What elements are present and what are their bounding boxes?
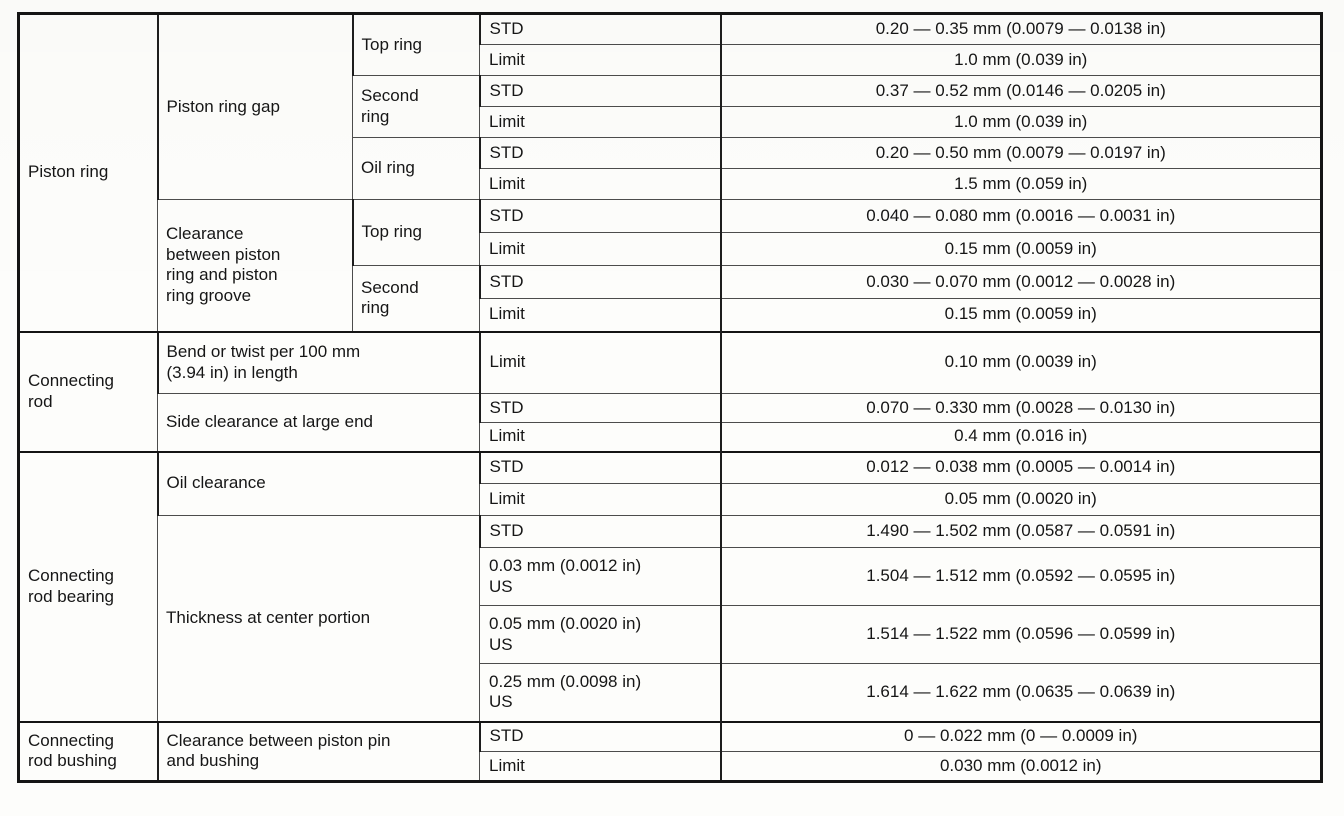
cell-item: Piston ring gap bbox=[156, 13, 353, 200]
cell-spec-value: 1.5 mm (0.059 in) bbox=[719, 168, 1322, 200]
cell-spec-type: STD bbox=[478, 720, 721, 752]
cell-item: Bend or twist per 100 mm (3.94 in) in le… bbox=[156, 330, 480, 394]
cell-spec-value: 1.614 — 1.622 mm (0.0635 — 0.0639 in) bbox=[719, 663, 1322, 722]
cell-spec-value: 0.20 — 0.35 mm (0.0079 — 0.0138 in) bbox=[719, 13, 1322, 45]
cell-spec-value: 0.15 mm (0.0059 in) bbox=[719, 298, 1322, 332]
cell-spec-type: Limit bbox=[479, 483, 721, 516]
table-row: Second ring STD 0.030 — 0.070 mm (0.0012… bbox=[19, 265, 1322, 332]
table-row: Thickness at center portion STD 1.490 — … bbox=[19, 515, 1322, 722]
cell-component: Connecting rod bushing bbox=[18, 720, 158, 782]
cell-spec-value: 0 — 0.022 mm (0 — 0.0009 in) bbox=[719, 720, 1322, 752]
table-row: Oil ring STD 0.20 — 0.50 mm (0.0079 — 0.… bbox=[19, 137, 1322, 200]
cell-item: Clearance between piston ring and piston… bbox=[157, 199, 353, 332]
table-row: Connecting rod Bend or twist per 100 mm … bbox=[18, 330, 1322, 452]
table-row: Connecting rod bearing Oil clearance STD… bbox=[18, 450, 1322, 722]
cell-subitem: Oil ring bbox=[352, 137, 480, 200]
cell-spec-type: STD bbox=[478, 450, 721, 484]
cell-spec-value: 0.040 — 0.080 mm (0.0016 — 0.0031 in) bbox=[719, 199, 1322, 233]
cell-spec-type: Limit bbox=[479, 422, 721, 452]
cell-spec-value: 1.514 — 1.522 mm (0.0596 — 0.0599 in) bbox=[719, 605, 1322, 664]
cell-spec-value: 1.0 mm (0.039 in) bbox=[719, 106, 1322, 138]
cell-subitem: Second ring bbox=[352, 265, 480, 332]
cell-component: Connecting rod bbox=[18, 330, 158, 452]
table-row: Piston ring Piston ring gap Top ring STD… bbox=[18, 13, 1322, 332]
cell-spec-value: 1.490 — 1.502 mm (0.0587 — 0.0591 in) bbox=[719, 515, 1322, 548]
engine-specs-table: Piston ring Piston ring gap Top ring STD… bbox=[17, 12, 1323, 783]
cell-subitem: Top ring bbox=[351, 199, 480, 266]
cell-spec-type: Limit bbox=[479, 751, 721, 782]
cell-spec-type: STD bbox=[478, 393, 721, 423]
cell-spec-type: STD bbox=[478, 515, 721, 548]
cell-item: Oil clearance bbox=[156, 450, 480, 516]
cell-spec-type: Limit bbox=[479, 232, 721, 266]
cell-subitem: Top ring bbox=[351, 13, 480, 76]
cell-spec-type: 0.03 mm (0.0012 in) US bbox=[479, 547, 721, 606]
cell-spec-type: 0.25 mm (0.0098 in) US bbox=[479, 663, 721, 722]
cell-spec-type: STD bbox=[478, 75, 721, 107]
table-row: Connecting rod bushing Clearance between… bbox=[18, 720, 1322, 782]
cell-spec-type: Limit bbox=[479, 44, 721, 76]
table-row: 0.05 mm (0.0020 in) US 1.514 — 1.522 mm … bbox=[19, 605, 1322, 664]
table-row: Limit 1.5 mm (0.059 in) bbox=[19, 168, 1322, 200]
cell-spec-value: 0.37 — 0.52 mm (0.0146 — 0.0205 in) bbox=[719, 75, 1322, 107]
table-row: Limit 0.05 mm (0.0020 in) bbox=[19, 483, 1322, 516]
cell-item: Clearance between piston pin and bushing bbox=[156, 720, 480, 782]
cell-spec-value: 1.0 mm (0.039 in) bbox=[719, 44, 1322, 76]
table-row: Limit 1.0 mm (0.039 in) bbox=[19, 44, 1322, 76]
cell-item: Side clearance at large end bbox=[157, 393, 480, 452]
cell-spec-type: Limit bbox=[479, 298, 721, 332]
cell-spec-value: 0.05 mm (0.0020 in) bbox=[719, 483, 1322, 516]
cell-component: Connecting rod bearing bbox=[18, 450, 158, 722]
table-row: Limit 0.030 mm (0.0012 in) bbox=[19, 751, 1322, 782]
table-row: Limit 1.0 mm (0.039 in) bbox=[19, 106, 1322, 138]
cell-spec-type: Limit bbox=[479, 168, 721, 200]
cell-item: Thickness at center portion bbox=[157, 515, 480, 722]
cell-spec-type: STD bbox=[478, 265, 721, 299]
cell-spec-type: Limit bbox=[478, 330, 721, 394]
cell-spec-value: 0.10 mm (0.0039 in) bbox=[719, 330, 1322, 394]
cell-component: Piston ring bbox=[18, 13, 158, 332]
cell-spec-type: STD bbox=[478, 13, 721, 45]
cell-spec-value: 0.012 — 0.038 mm (0.0005 — 0.0014 in) bbox=[719, 450, 1322, 484]
cell-spec-value: 0.20 — 0.50 mm (0.0079 — 0.0197 in) bbox=[719, 137, 1322, 169]
cell-spec-value: 0.070 — 0.330 mm (0.0028 — 0.0130 in) bbox=[719, 393, 1322, 423]
cell-subitem: Second ring bbox=[352, 75, 480, 138]
table-row: 0.03 mm (0.0012 in) US 1.504 — 1.512 mm … bbox=[19, 547, 1322, 606]
table-row: Side clearance at large end STD 0.070 — … bbox=[19, 393, 1322, 452]
cell-spec-value: 0.4 mm (0.016 in) bbox=[719, 422, 1322, 452]
cell-spec-type: 0.05 mm (0.0020 in) US bbox=[479, 605, 721, 664]
cell-spec-value: 0.15 mm (0.0059 in) bbox=[719, 232, 1322, 266]
cell-spec-value: 0.030 — 0.070 mm (0.0012 — 0.0028 in) bbox=[719, 265, 1322, 299]
cell-spec-type: STD bbox=[478, 199, 721, 233]
cell-spec-value: 1.504 — 1.512 mm (0.0592 — 0.0595 in) bbox=[719, 547, 1322, 606]
cell-spec-type: Limit bbox=[479, 106, 721, 138]
table-row: Limit 0.15 mm (0.0059 in) bbox=[19, 298, 1322, 332]
table-row: Limit 0.4 mm (0.016 in) bbox=[19, 422, 1322, 452]
cell-spec-type: STD bbox=[478, 137, 721, 169]
table-row: Clearance between piston ring and piston… bbox=[19, 199, 1322, 332]
cell-spec-value: 0.030 mm (0.0012 in) bbox=[719, 751, 1322, 782]
table-row: 0.25 mm (0.0098 in) US 1.614 — 1.622 mm … bbox=[19, 663, 1322, 722]
